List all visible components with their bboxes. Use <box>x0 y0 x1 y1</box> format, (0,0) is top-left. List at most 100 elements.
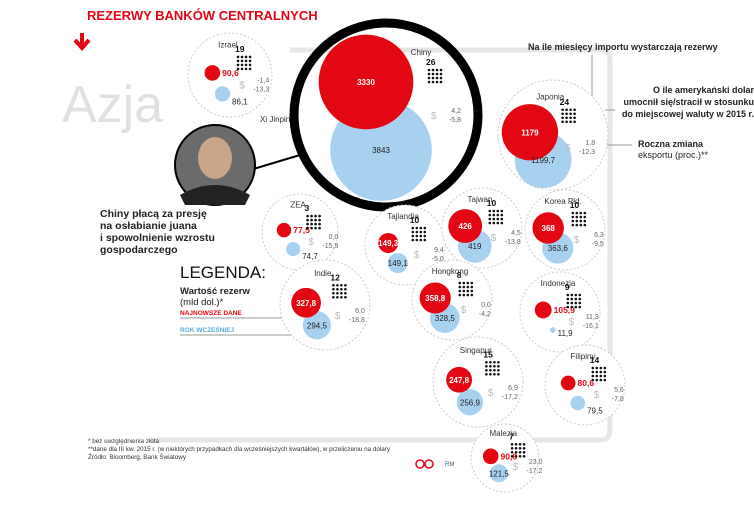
legend-heading: LEGENDA: <box>180 263 266 282</box>
months-dot <box>435 68 439 72</box>
months-dot <box>569 120 572 124</box>
months-dot <box>306 214 309 218</box>
latest-label: 327,8 <box>296 299 317 308</box>
exports-label: -4,2 <box>479 311 491 318</box>
usd-label: 4,5 <box>511 230 521 237</box>
months-dot <box>427 76 431 80</box>
months-dot <box>423 226 427 230</box>
months-dot <box>497 364 500 368</box>
months-dot <box>423 238 427 242</box>
months-dot <box>470 285 474 289</box>
months-dot <box>439 80 443 84</box>
months-label: 3 <box>305 203 310 213</box>
months-dot <box>574 301 578 305</box>
previous-label: 363,6 <box>548 244 569 253</box>
months-dot <box>318 226 321 230</box>
months-dot <box>485 372 488 376</box>
comment-line: gospodarczego <box>100 244 178 256</box>
months-dot <box>595 374 599 378</box>
usd-label: -1,4 <box>257 78 269 85</box>
months-label: 14 <box>590 355 600 365</box>
months-dot <box>431 80 435 84</box>
months-dot <box>415 238 419 242</box>
months-dot <box>496 213 500 217</box>
months-dot <box>415 234 419 238</box>
currency-symbol: $ <box>491 233 497 244</box>
months-dot <box>574 297 578 301</box>
months-dot <box>500 213 504 217</box>
months-dot <box>236 67 240 71</box>
months-dot <box>344 283 347 287</box>
months-dot <box>332 283 335 287</box>
months-dot <box>470 289 474 293</box>
latest-bubble <box>446 366 473 393</box>
months-dot <box>569 108 572 112</box>
months-dot <box>561 108 564 112</box>
months-dot <box>488 213 492 217</box>
months-dot <box>415 230 419 234</box>
logo <box>415 459 425 469</box>
months-dot <box>423 234 427 238</box>
usd-label: 6,9 <box>508 385 518 392</box>
months-dot <box>344 291 347 295</box>
months-label: 26 <box>426 57 436 67</box>
country-name: Japonia <box>536 92 565 101</box>
currency-symbol: $ <box>239 81 245 92</box>
country-ring <box>261 193 339 271</box>
exports-label: -17,2 <box>527 468 543 475</box>
months-dot <box>458 281 462 285</box>
months-dot <box>332 287 335 291</box>
latest-label: 80,6 <box>578 378 595 388</box>
previous-label: 149,1 <box>388 259 409 268</box>
months-dot <box>573 120 576 124</box>
months-dot <box>419 238 423 242</box>
months-label: 15 <box>483 349 493 359</box>
months-dot <box>510 455 514 458</box>
latest-bubble <box>560 375 576 391</box>
months-dot <box>240 63 244 67</box>
months-dot <box>595 366 599 370</box>
months-dot <box>522 443 526 446</box>
latest-bubble <box>534 301 552 319</box>
previous-label: 3843 <box>372 146 390 155</box>
title: REZERWY BANKÓW CENTRALNYCH <box>87 8 318 23</box>
months-dot <box>500 221 504 225</box>
usd-label: 1,8 <box>585 140 595 147</box>
months-dot <box>583 219 587 223</box>
months-label: 10 <box>487 198 497 208</box>
months-dot <box>514 443 518 446</box>
legend: LEGENDA: Wartość rezerw(mld dol.)* NAJNOWS… <box>180 263 312 336</box>
months-dot <box>514 455 518 458</box>
latest-bubble <box>419 282 451 314</box>
months-dot <box>306 222 309 226</box>
months-dot <box>514 447 518 450</box>
months-dot <box>566 301 570 305</box>
months-dot <box>466 289 470 293</box>
months-dot <box>510 451 514 454</box>
months-dot <box>306 226 309 230</box>
months-dot <box>431 76 435 80</box>
months-dot <box>579 219 583 223</box>
months-label: 19 <box>235 44 245 54</box>
annotation-months: Na ile miesięcy importu wystarczają reze… <box>528 42 718 52</box>
arrow-icon <box>73 33 91 52</box>
previous-bubble <box>549 327 556 333</box>
months-dot <box>419 230 423 234</box>
months-dot <box>570 305 574 309</box>
months-dot <box>240 59 244 63</box>
latest-bubble <box>291 287 321 318</box>
latest-label: 368 <box>542 224 556 233</box>
months-dot <box>314 226 317 230</box>
months-dot <box>435 72 439 76</box>
months-dot <box>579 215 583 219</box>
months-dot <box>340 287 343 291</box>
months-dot <box>489 360 492 364</box>
months-dot <box>518 447 522 450</box>
months-dot <box>340 283 343 287</box>
months-dot <box>518 451 522 454</box>
country-name: Indonezja <box>541 279 576 288</box>
comment-line: i spowolnienie wzrostu <box>100 232 215 244</box>
months-dot <box>244 59 248 63</box>
months-dot <box>488 209 492 213</box>
months-dot <box>488 217 492 221</box>
